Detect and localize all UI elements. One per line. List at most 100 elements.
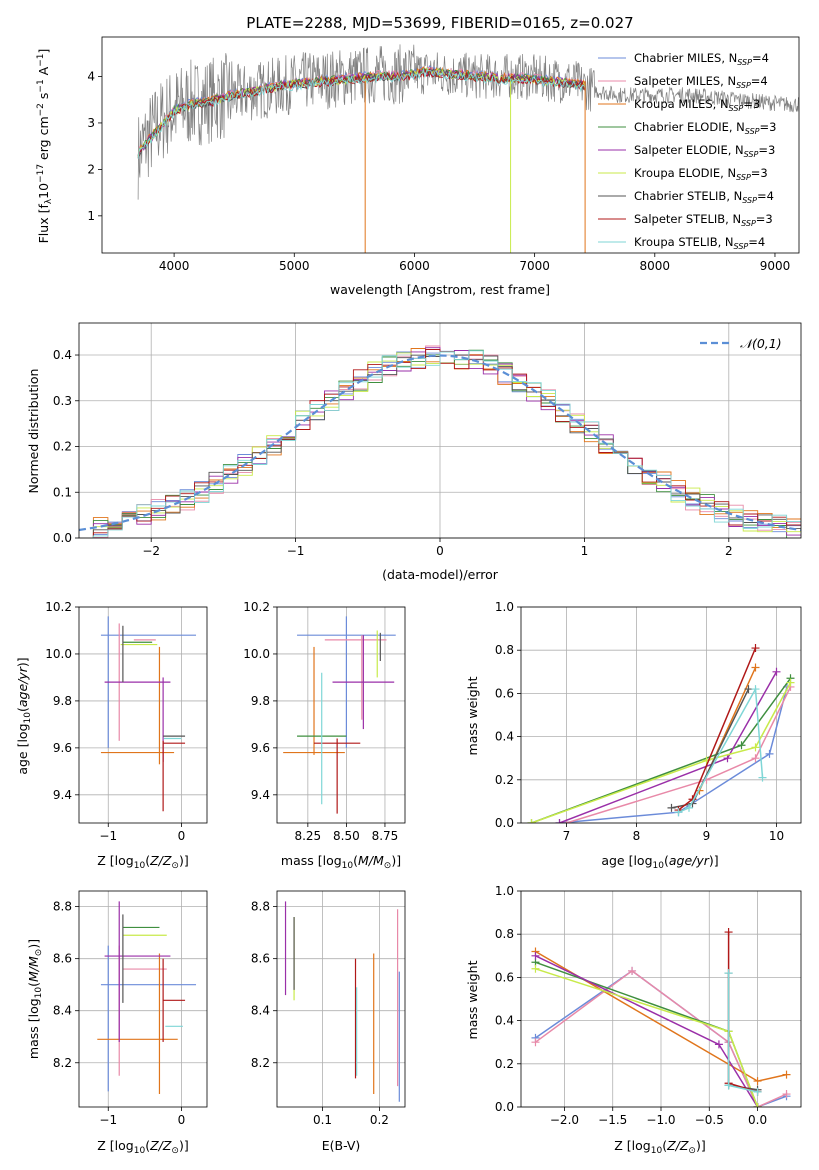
x-tick-label: 8.75 — [372, 829, 399, 843]
y-tick-label: 0.6 — [495, 970, 514, 984]
weight-point-marker — [765, 749, 774, 758]
residual-panel: −2 −1 0 1 2 0.0 0.1 0.2 0.3 0.4 𝒩(0,1) — [53, 322, 802, 558]
legend-label: Kroupa STELIB, NSSP=4 — [634, 235, 765, 251]
x-tick-label: 9 — [703, 829, 711, 843]
y-tick-label: 9.4 — [53, 788, 72, 802]
weight-point-marker — [744, 685, 753, 694]
ticks: 0.1 0.2 8.2 8.4 8.6 8.8 — [251, 900, 389, 1127]
grid-lines — [521, 890, 801, 1108]
weight-point-marker — [628, 966, 637, 975]
histogram-step — [92, 350, 801, 538]
weight-point-marker — [751, 663, 760, 672]
normal-reference-curve — [79, 354, 801, 532]
weight-series-line — [566, 686, 792, 823]
x-tick-label: 7 — [563, 829, 571, 843]
y-tick-label: 8.2 — [251, 1056, 270, 1070]
plot-area — [283, 616, 396, 814]
residual-ylabel: Normed distribution — [26, 369, 41, 494]
grid-lines — [277, 891, 405, 1107]
plot-area — [527, 644, 795, 823]
y-tick-label: 4 — [87, 69, 95, 83]
x-tick-label: 8 — [633, 829, 641, 843]
y-tick-label: 9.4 — [251, 788, 270, 802]
legend: 𝒩(0,1) — [700, 336, 782, 351]
x-tick-label: −1.5 — [598, 1113, 627, 1127]
y-tick-label: 0.2 — [495, 773, 514, 787]
x-tick-label: 0 — [178, 1113, 186, 1127]
y-tick-label: 8.8 — [53, 900, 72, 914]
age-vs-metallicity-panel: −1 0 9.4 9.6 9.8 10.0 10.2 — [45, 600, 208, 843]
legend-label: Salpeter STELIB, NSSP=3 — [634, 212, 773, 228]
legend-label: 𝒩(0,1) — [740, 336, 782, 351]
residual-xlabel: (data-model)/error — [382, 567, 499, 582]
weight-point-marker — [751, 743, 760, 752]
x-tick-label: 10 — [769, 829, 784, 843]
y-tick-label: 10.0 — [45, 647, 72, 661]
weight-series-line — [535, 968, 759, 1107]
weight-point-marker — [685, 803, 693, 812]
plot-area — [137, 44, 799, 253]
y-tick-label: 1 — [87, 209, 95, 223]
weight-series-line — [559, 686, 788, 823]
x-tick-label: 5000 — [279, 259, 310, 273]
spectrum-xlabel: wavelength [Angstrom, rest frame] — [330, 282, 550, 297]
weight-point-marker — [751, 754, 760, 763]
y-tick-label: 8.6 — [251, 952, 270, 966]
x-tick-label: 8.25 — [294, 829, 321, 843]
weight-point-marker — [527, 819, 536, 823]
x-tick-label: 0 — [178, 829, 186, 843]
x-tick-label: −1.0 — [646, 1113, 675, 1127]
plot-area — [284, 901, 400, 1102]
weight-point-marker — [753, 1087, 762, 1096]
y-tick-label: 8.4 — [53, 1004, 72, 1018]
axes-frame — [78, 322, 802, 539]
y-tick-label: 0.0 — [495, 816, 514, 830]
weight-point-marker — [782, 1070, 791, 1079]
x-tick-label: 8000 — [640, 259, 671, 273]
legend-label: Salpeter MILES, NSSP=4 — [634, 74, 768, 90]
y-tick-label: 10.2 — [243, 600, 270, 614]
legend-label: Salpeter ELODIE, NSSP=3 — [634, 143, 775, 159]
age-mass-xlabel: mass [log10(M/M⊙)] — [281, 853, 401, 871]
axes-frame — [78, 606, 208, 824]
weight-point-marker — [751, 685, 760, 694]
weight-point-marker — [531, 964, 540, 973]
y-tick-label: 0.2 — [53, 440, 72, 454]
legend-label: Kroupa ELODIE, NSSP=3 — [634, 166, 768, 182]
y-tick-label: 0.1 — [53, 485, 72, 499]
x-tick-label: −1 — [99, 1113, 117, 1127]
model-spectrum-line — [137, 68, 586, 159]
axes-frame — [276, 606, 406, 824]
mass-vs-metallicity-panel: −1 0 8.2 8.4 8.6 8.8 — [53, 890, 208, 1127]
weight-vs-metallicity-panel: −2.0 −1.5 −1.0 −0.5 0.0 0.0 0.2 0.4 0.6 0.8 1.0 — [495, 884, 802, 1127]
x-tick-label: 9000 — [760, 259, 791, 273]
weight-point-marker — [724, 969, 733, 978]
ticks: 8.25 8.50 8.75 9.4 9.6 9.8 10.0 10.2 — [243, 600, 398, 843]
x-tick-label: 6000 — [399, 259, 430, 273]
y-tick-label: 8.6 — [53, 952, 72, 966]
y-tick-label: 3 — [87, 116, 95, 130]
y-tick-label: 0.4 — [495, 1014, 514, 1028]
y-tick-label: 1.0 — [495, 600, 514, 614]
x-tick-label: 4000 — [159, 259, 190, 273]
x-tick-label: 7000 — [519, 259, 550, 273]
y-tick-label: 0.3 — [53, 394, 72, 408]
weight-series-line — [531, 682, 792, 823]
y-tick-label: 8.2 — [53, 1056, 72, 1070]
weight-point-marker — [531, 1038, 540, 1047]
weight-point-marker — [786, 678, 795, 687]
y-tick-label: 9.8 — [53, 694, 72, 708]
ticks: 7 8 9 10 0.0 0.2 0.4 0.6 0.8 1.0 — [495, 600, 784, 843]
x-tick-label: 2 — [725, 544, 733, 558]
weight-point-marker — [737, 741, 746, 750]
x-tick-label: −2 — [142, 544, 160, 558]
plot-area — [97, 901, 197, 1094]
age-z-xlabel: Z [log10(Z/Z⊙)] — [97, 853, 188, 871]
axes-frame — [78, 890, 208, 1108]
weight-age-xlabel: age [log10(age/yr)] — [601, 853, 718, 871]
weight-age-ylabel: mass weight — [465, 676, 480, 755]
grid-lines — [79, 891, 207, 1107]
legend-label: Chabrier MILES, NSSP=4 — [634, 51, 769, 67]
weight-point-marker — [753, 1103, 762, 1107]
